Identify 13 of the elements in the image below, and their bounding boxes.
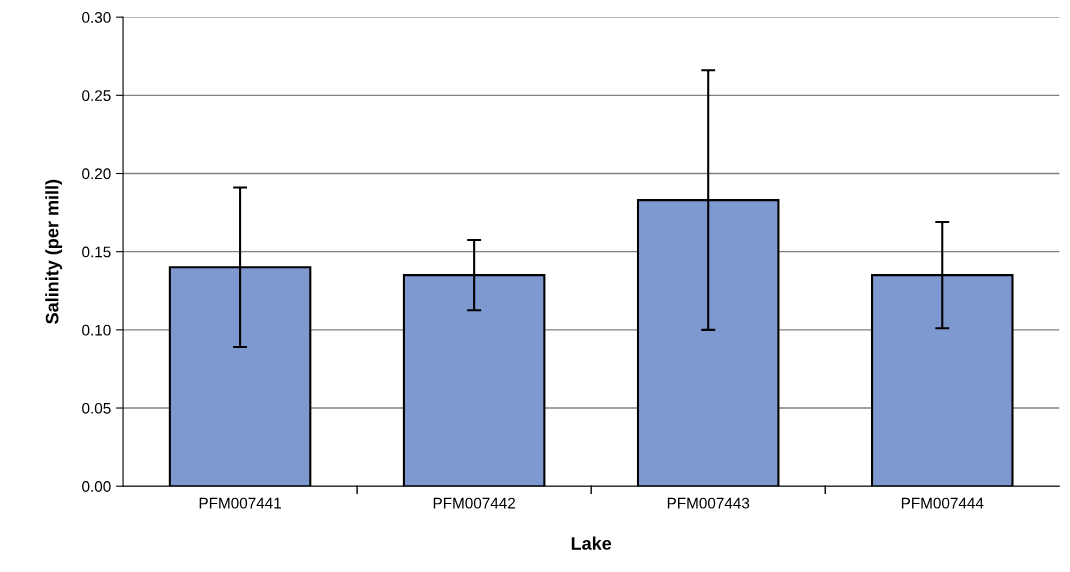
y-tick-label: 0.10 xyxy=(82,324,111,336)
x-tick-label: PFM007441 xyxy=(199,497,281,509)
y-tick-label: 0.20 xyxy=(82,168,111,180)
x-tick-label: PFM007444 xyxy=(901,497,984,509)
y-tick-label: 0.25 xyxy=(82,90,111,102)
x-tick-label: PFM007443 xyxy=(667,497,750,509)
x-tick-label: PFM007442 xyxy=(433,497,515,509)
y-axis-title: Salinity (per mill) xyxy=(45,179,63,324)
y-tick-label: 0.00 xyxy=(82,481,111,492)
y-tick-label: 0.15 xyxy=(82,246,111,258)
y-tick-label: 0.05 xyxy=(82,402,111,414)
y-tick-label: 0.30 xyxy=(82,12,111,23)
x-axis-title: Lake xyxy=(571,536,612,550)
